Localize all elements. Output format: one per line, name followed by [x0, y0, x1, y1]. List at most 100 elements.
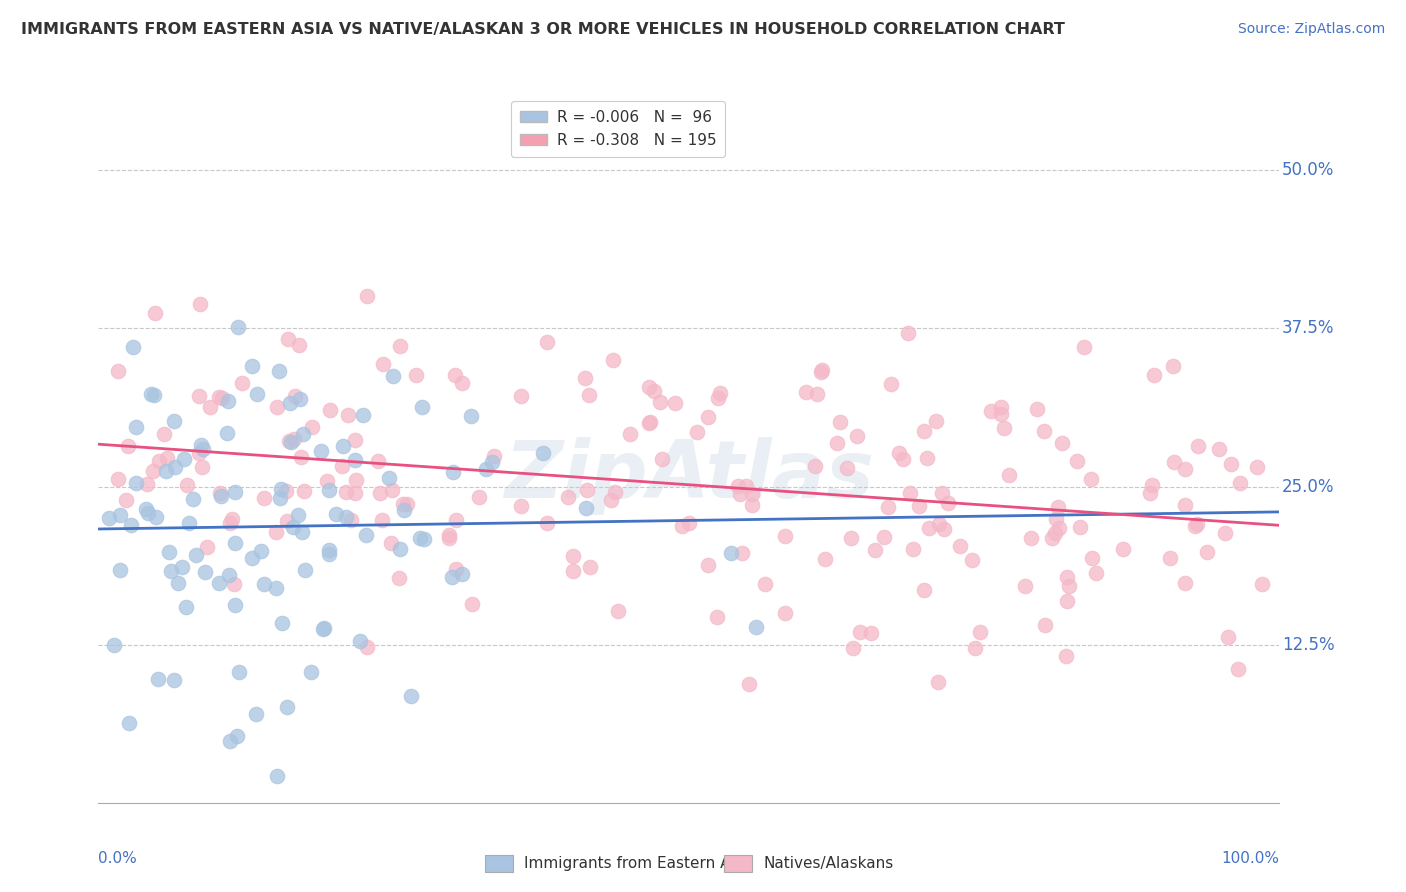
Point [1213, 525, 1236, 540]
Point [318, 483, 340, 498]
Point [266, 400, 288, 414]
Point [825, 436, 848, 450]
Point [176, 478, 198, 492]
Point [163, 673, 186, 687]
Point [177, 516, 200, 530]
Point [270, 615, 292, 630]
Text: IMMIGRANTS FROM EASTERN ASIA VS NATIVE/ALASKAN 3 OR MORE VEHICLES IN HOUSEHOLD C: IMMIGRANTS FROM EASTERN ASIA VS NATIVE/A… [21, 22, 1064, 37]
Point [253, 577, 276, 591]
Point [741, 487, 763, 501]
Point [440, 570, 463, 584]
Point [274, 484, 297, 499]
Point [194, 565, 217, 579]
Point [209, 488, 232, 502]
Point [312, 622, 335, 636]
Point [266, 768, 288, 782]
Point [340, 513, 363, 527]
Point [380, 536, 402, 550]
Point [872, 530, 894, 544]
Point [697, 558, 720, 572]
Point [125, 476, 148, 491]
Point [574, 371, 596, 385]
Point [318, 547, 340, 561]
Point [157, 545, 180, 559]
Text: Immigrants from Eastern Asia: Immigrants from Eastern Asia [524, 856, 752, 871]
Point [744, 619, 766, 633]
Point [107, 363, 129, 377]
Point [332, 458, 354, 473]
Point [292, 484, 315, 499]
Point [409, 531, 432, 545]
Point [270, 482, 292, 496]
Point [908, 499, 931, 513]
Point [143, 388, 166, 402]
Point [536, 516, 558, 531]
Point [444, 562, 467, 576]
Text: 37.5%: 37.5% [1282, 319, 1334, 337]
Point [1057, 578, 1080, 592]
Point [159, 564, 181, 578]
Point [318, 543, 340, 558]
Point [709, 386, 731, 401]
Point [155, 464, 177, 478]
Point [664, 396, 686, 410]
Point [1140, 478, 1163, 492]
Point [1080, 472, 1102, 486]
Point [482, 450, 505, 464]
Point [536, 335, 558, 350]
Point [960, 553, 983, 567]
Point [218, 567, 240, 582]
Point [231, 376, 253, 391]
Point [108, 563, 131, 577]
Point [891, 452, 914, 467]
Point [388, 541, 411, 556]
Point [122, 340, 145, 354]
Point [312, 622, 335, 636]
Point [1159, 551, 1181, 566]
Point [949, 539, 972, 553]
Point [190, 460, 212, 475]
Point [754, 577, 776, 591]
Point [145, 510, 167, 524]
Point [413, 533, 436, 547]
Point [405, 368, 427, 383]
Point [475, 462, 498, 476]
Point [927, 674, 949, 689]
Point [176, 599, 198, 614]
Point [336, 408, 359, 422]
Point [461, 597, 484, 611]
Point [188, 297, 211, 311]
Point [1226, 662, 1249, 676]
Point [638, 415, 661, 429]
Point [460, 409, 482, 423]
Point [931, 485, 953, 500]
Point [250, 544, 273, 558]
Point [188, 389, 211, 403]
Point [696, 409, 718, 424]
Point [602, 352, 624, 367]
Point [224, 536, 246, 550]
Point [1047, 521, 1070, 535]
Point [186, 548, 208, 562]
Point [287, 508, 309, 522]
Point [619, 426, 641, 441]
Point [443, 368, 465, 382]
Point [561, 565, 583, 579]
Point [1073, 340, 1095, 354]
Point [706, 610, 728, 624]
Point [153, 426, 176, 441]
Point [218, 733, 240, 747]
Point [481, 455, 503, 469]
Point [367, 454, 389, 468]
Point [276, 514, 298, 528]
Point [557, 490, 579, 504]
Point [221, 512, 243, 526]
Point [344, 452, 367, 467]
Point [439, 528, 461, 542]
Point [444, 513, 467, 527]
Point [107, 471, 129, 485]
Point [889, 446, 911, 460]
Point [148, 454, 170, 468]
Point [575, 483, 598, 497]
Point [860, 625, 883, 640]
